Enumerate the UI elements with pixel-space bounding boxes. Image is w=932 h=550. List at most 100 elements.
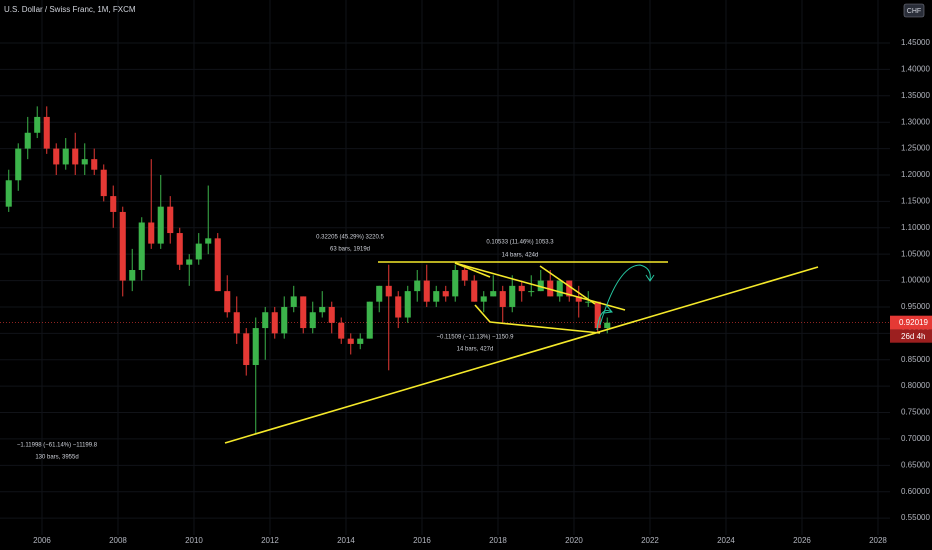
candle-body (129, 270, 136, 281)
currency-button[interactable] (903, 3, 925, 18)
y-tick-label: 0.55000 (901, 513, 930, 522)
x-tick-label: 2024 (717, 536, 735, 545)
candle-body (452, 270, 459, 297)
candle-body (366, 301, 373, 339)
y-tick-label: 0.60000 (901, 487, 930, 496)
measure-label: 0.10533 (11.46%) 1053.3 (486, 240, 554, 246)
candle-body (24, 132, 31, 149)
currency-label[interactable]: CHF (907, 8, 921, 15)
trend-line (539, 265, 596, 305)
candle-body (461, 270, 468, 281)
y-tick-label: 1.00000 (901, 276, 930, 285)
candle-body (262, 312, 269, 329)
candle-body (62, 148, 69, 165)
candle-body (537, 280, 544, 292)
candle-body (43, 116, 50, 149)
candle-body (214, 238, 221, 292)
candle-body (376, 285, 383, 302)
candle-body (395, 296, 402, 318)
x-tick-label: 2018 (489, 536, 507, 545)
y-tick-label: 1.45000 (901, 38, 930, 47)
trend-line (489, 321, 601, 334)
x-tick-label: 2028 (869, 536, 887, 545)
candle-body (290, 296, 297, 307)
measure-label: 63 bars, 1919d (330, 247, 370, 253)
y-tick-label: 0.75000 (901, 408, 930, 417)
candle-body (300, 296, 307, 329)
candle-body (110, 196, 117, 212)
y-tick-label: 1.10000 (901, 223, 930, 232)
measure-label: −0.11509 (−11.13%) −1150.9 (437, 335, 515, 341)
measure-label: 14 bars, 424d (502, 253, 539, 259)
candle-body (53, 148, 60, 165)
candle-body (34, 116, 41, 133)
y-tick-label: 0.85000 (901, 355, 930, 364)
x-tick-label: 2022 (641, 536, 659, 545)
candle-body (509, 285, 516, 307)
candle-body (100, 169, 107, 197)
y-tick-label: 0.70000 (901, 434, 930, 443)
last-price-label: 0.92019 (899, 318, 928, 327)
candles (5, 106, 611, 434)
candle-body (224, 291, 231, 313)
candle-body (328, 306, 335, 323)
candle-body (138, 222, 145, 271)
x-tick-label: 2010 (185, 536, 203, 545)
candle-body (167, 206, 174, 234)
y-tick-label: 0.95000 (901, 302, 930, 311)
y-tick-label: 1.15000 (901, 196, 930, 205)
candle-body (471, 280, 478, 302)
candle-body (490, 291, 497, 297)
candle-body (252, 328, 259, 366)
y-tick-label: 0.65000 (901, 460, 930, 469)
candle-body (566, 280, 573, 297)
arrow (599, 264, 651, 326)
trend-line (454, 262, 491, 278)
arrow (603, 305, 613, 314)
candle-body (195, 243, 202, 260)
candle-body (281, 306, 288, 334)
candle-body (575, 296, 582, 302)
forecast-arrows (596, 264, 655, 331)
x-tick-label: 2014 (337, 536, 355, 545)
candle-body (338, 322, 345, 339)
candle-body (499, 291, 506, 307)
trend-line (474, 304, 491, 323)
candle-body (423, 280, 430, 302)
x-tick-label: 2026 (793, 536, 811, 545)
candle-body (243, 333, 250, 366)
candle-body (385, 285, 392, 297)
y-tick-label: 1.25000 (901, 144, 930, 153)
candle-body (347, 338, 354, 344)
candle-body (357, 338, 364, 344)
measure-label: 14 bars, 427d (457, 347, 494, 353)
y-tick-label: 1.20000 (901, 170, 930, 179)
x-tick-label: 2006 (33, 536, 51, 545)
candle-body (176, 233, 183, 265)
measure-label: −1.11998 (−61.14%) −11199.8 (17, 443, 98, 449)
arrow (596, 310, 613, 331)
candle-body (271, 312, 278, 334)
countdown-tag (890, 329, 932, 343)
candle-body (72, 148, 79, 165)
candle-body (442, 291, 449, 297)
x-tick-label: 2016 (413, 536, 431, 545)
candle-body (585, 301, 592, 303)
trend-line (224, 266, 819, 444)
y-tick-label: 1.30000 (901, 117, 930, 126)
annotations: 0.32205 (45.29%) 3220.5 63 bars, 1919d 0.1… (17, 235, 554, 461)
candle-body (186, 259, 193, 265)
trend-line (454, 262, 626, 311)
candle-body (205, 238, 212, 244)
chart-title: U.S. Dollar / Swiss Franc, 1M, FXCM (4, 5, 136, 14)
drawings (224, 261, 819, 444)
candle-body (480, 296, 487, 302)
candle-body (404, 291, 411, 318)
y-tick-label: 0.80000 (901, 381, 930, 390)
candle-body (604, 322, 611, 329)
measure-label: 130 bars, 3955d (35, 455, 78, 461)
grid (0, 0, 890, 535)
candle-body (233, 312, 240, 334)
price-axis (890, 0, 932, 550)
